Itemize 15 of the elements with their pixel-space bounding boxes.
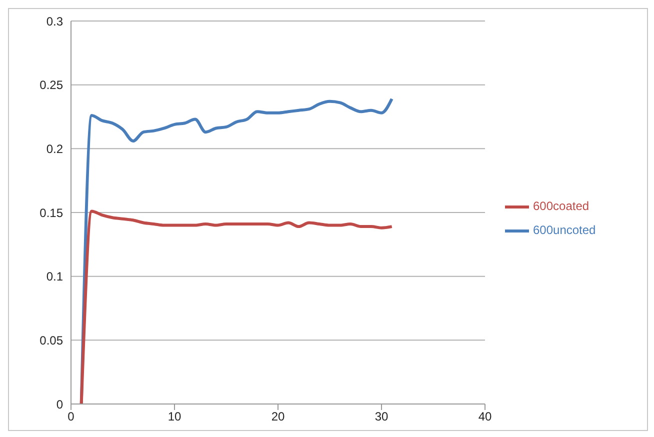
- y-tick-label: 0.2: [46, 142, 64, 156]
- y-tick-label: 0.05: [40, 333, 64, 348]
- legend-label: 600uncoted: [533, 222, 596, 237]
- x-tick-label: 30: [374, 410, 388, 424]
- x-tick-label: 0: [68, 410, 75, 424]
- legend-label: 600coated: [533, 198, 590, 213]
- y-tick-label: 0.1: [46, 270, 64, 284]
- x-tick-label: 10: [168, 410, 182, 424]
- y-tick-label: 0: [56, 397, 64, 412]
- y-tick-label: 0.15: [40, 206, 64, 220]
- y-tick-label: 0.25: [40, 78, 64, 92]
- line-series: [80, 210, 394, 404]
- x-tick-label: 40: [478, 410, 492, 424]
- y-tick-label: 0.3: [46, 14, 64, 28]
- x-tick-label: 20: [271, 410, 285, 424]
